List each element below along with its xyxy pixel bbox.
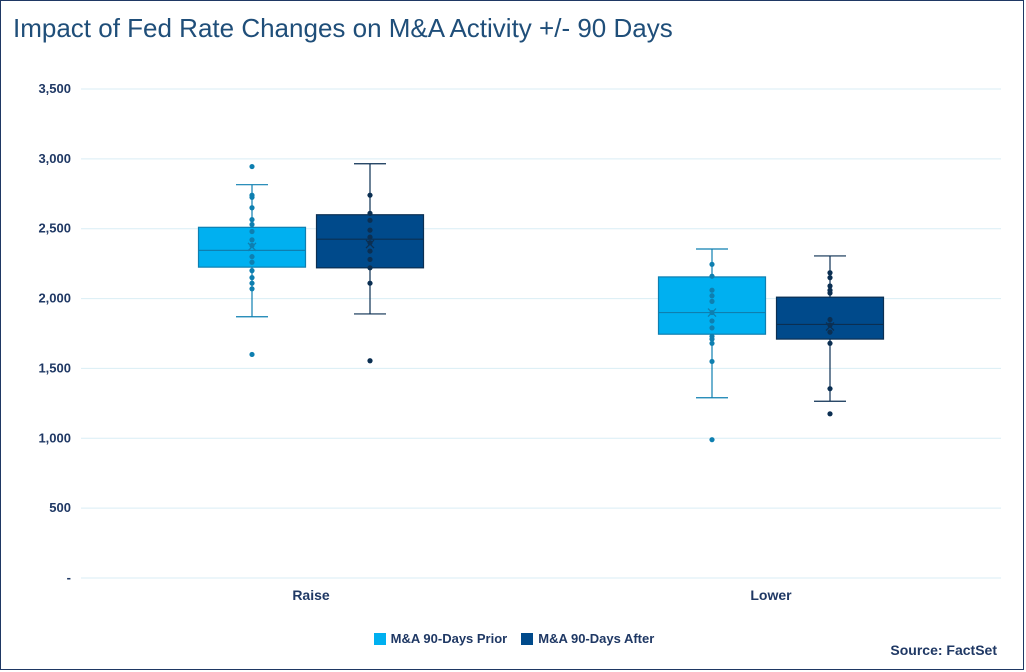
data-point-prior-lower-12[interactable] <box>709 437 715 443</box>
data-point-after-raise-6[interactable] <box>367 248 373 254</box>
y-tick-label-2: 1,000 <box>38 430 71 445</box>
data-point-after-lower-7[interactable] <box>827 329 833 335</box>
data-point-prior-lower-6[interactable] <box>709 318 715 324</box>
data-point-prior-raise-7[interactable] <box>249 237 255 243</box>
data-point-after-lower-8[interactable] <box>827 340 833 346</box>
data-point-after-lower-6[interactable] <box>827 322 833 328</box>
data-point-prior-raise-13[interactable] <box>249 280 255 286</box>
y-tick-label-1: 500 <box>49 500 71 515</box>
legend-label-after: M&A 90-Days After <box>538 631 655 646</box>
x-tick-label-lower: Lower <box>750 587 792 603</box>
data-point-after-raise-5[interactable] <box>367 240 373 246</box>
legend-item-after[interactable]: M&A 90-Days After <box>521 631 654 646</box>
data-point-prior-lower-10[interactable] <box>709 340 715 346</box>
data-point-prior-lower-0[interactable] <box>709 261 715 267</box>
data-point-prior-lower-1[interactable] <box>709 273 715 279</box>
data-point-after-lower-9[interactable] <box>827 386 833 392</box>
data-point-prior-lower-7[interactable] <box>709 325 715 331</box>
data-point-prior-raise-4[interactable] <box>249 217 255 223</box>
data-point-prior-lower-4[interactable] <box>709 298 715 304</box>
y-tick-label-5: 2,500 <box>38 221 71 236</box>
data-point-after-raise-0[interactable] <box>367 192 373 198</box>
data-point-after-raise-2[interactable] <box>367 217 373 223</box>
legend: M&A 90-Days Prior M&A 90-Days After <box>1 631 1026 646</box>
legend-item-prior[interactable]: M&A 90-Days Prior <box>373 631 508 646</box>
data-point-prior-raise-5[interactable] <box>249 221 255 228</box>
data-point-prior-lower-11[interactable] <box>709 358 715 365</box>
data-point-after-lower-2[interactable] <box>827 283 833 289</box>
y-tick-label-0: - <box>67 570 71 585</box>
data-point-after-raise-10[interactable] <box>367 358 373 364</box>
y-tick-label-6: 3,000 <box>38 151 71 166</box>
data-point-after-raise-4[interactable] <box>367 234 373 240</box>
x-tick-label-raise: Raise <box>292 587 330 603</box>
data-point-after-raise-7[interactable] <box>367 256 373 263</box>
data-point-prior-lower-2[interactable] <box>709 287 715 293</box>
legend-label-prior: M&A 90-Days Prior <box>390 631 508 646</box>
data-point-after-raise-9[interactable] <box>367 280 373 286</box>
data-point-prior-raise-9[interactable] <box>249 254 255 260</box>
data-point-prior-raise-3[interactable] <box>249 205 255 211</box>
data-point-after-raise-3[interactable] <box>367 227 373 233</box>
data-point-after-lower-4[interactable] <box>827 290 833 296</box>
data-point-prior-raise-14[interactable] <box>249 286 255 292</box>
data-point-prior-lower-9[interactable] <box>709 336 715 342</box>
source-note: Source: FactSet <box>890 642 997 658</box>
data-point-after-lower-1[interactable] <box>827 275 833 281</box>
data-point-after-lower-5[interactable] <box>827 316 833 323</box>
mean-marker-after-raise <box>365 239 375 249</box>
chart-title: Impact of Fed Rate Changes on M&A Activi… <box>13 13 673 43</box>
data-point-prior-raise-11[interactable] <box>249 268 255 274</box>
data-point-prior-raise-10[interactable] <box>249 259 255 265</box>
data-point-after-lower-0[interactable] <box>827 270 833 276</box>
data-point-prior-raise-12[interactable] <box>249 275 255 281</box>
box-plot: - 500 1,000 1,500 2,000 2,500 3,000 3,500 Raise L… <box>38 81 1001 603</box>
legend-swatch-after <box>521 632 534 645</box>
mean-marker-prior-raise <box>247 242 257 252</box>
data-point-prior-raise-8[interactable] <box>249 242 255 249</box>
y-tick-label-3: 1,500 <box>38 360 71 375</box>
data-point-prior-lower-3[interactable] <box>709 293 715 299</box>
data-point-after-lower-10[interactable] <box>827 411 833 417</box>
y-tick-label-4: 2,000 <box>38 291 71 306</box>
y-tick-label-7: 3,500 <box>38 81 71 96</box>
data-point-prior-raise-6[interactable] <box>249 228 255 235</box>
data-point-prior-raise-2[interactable] <box>249 194 255 200</box>
data-point-prior-raise-15[interactable] <box>249 351 255 358</box>
mean-marker-prior-lower <box>707 308 717 318</box>
data-point-prior-raise-0[interactable] <box>249 163 255 170</box>
legend-swatch-prior <box>373 632 386 645</box>
data-point-after-raise-8[interactable] <box>367 265 373 271</box>
mean-marker-after-lower <box>825 322 835 331</box>
data-point-after-raise-1[interactable] <box>367 210 373 216</box>
